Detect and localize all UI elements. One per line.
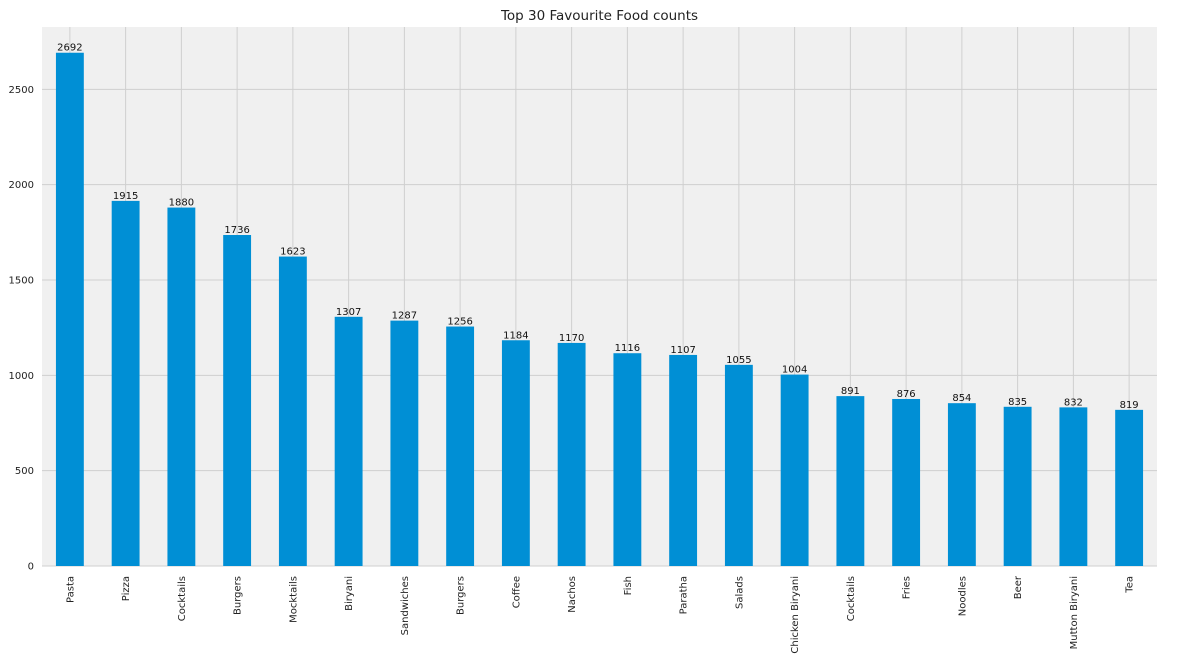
bar-value-label: 1915 <box>113 191 138 202</box>
bar <box>1059 407 1088 566</box>
bar <box>167 207 196 566</box>
bar-value-label: 1287 <box>392 311 417 322</box>
bar-value-label: 1004 <box>782 365 807 376</box>
bar <box>334 316 363 566</box>
bar-value-label: 832 <box>1064 397 1083 408</box>
bar <box>669 354 698 566</box>
bar <box>223 235 252 567</box>
y-tick-label: 2500 <box>9 85 34 96</box>
bar <box>390 320 419 566</box>
bar <box>724 364 753 566</box>
bar-value-label: 876 <box>897 389 916 400</box>
bar <box>446 326 475 566</box>
y-axis-tick-labels: 0 500 1000 1500 2000 2500 <box>9 85 34 573</box>
bar <box>278 256 307 566</box>
x-tick-label: Pizza <box>121 576 132 601</box>
x-tick-label: Biryani <box>344 576 355 611</box>
bar <box>1003 406 1032 566</box>
x-tick-label: Fries <box>902 576 913 599</box>
x-tick-label: Beer <box>1013 575 1024 599</box>
x-tick-label: Burgers <box>456 576 467 615</box>
x-tick-label: Nachos <box>567 576 578 613</box>
plot-area <box>42 27 1157 566</box>
bar-value-label: 835 <box>1008 397 1027 408</box>
bar-value-label: 1256 <box>447 317 472 328</box>
y-tick-label: 2000 <box>9 180 34 191</box>
x-tick-label: Burgers <box>233 576 244 615</box>
x-axis-tick-labels: Pasta Pizza Cocktails Burgers Mocktails Birya… <box>65 575 1135 654</box>
bar <box>111 200 140 566</box>
x-tick-label: Noodles <box>957 576 968 616</box>
bar-value-label: 1116 <box>615 343 640 354</box>
bar-value-label: 1107 <box>670 345 695 356</box>
x-tick-label: Chicken Biryani <box>790 576 801 654</box>
bar-value-label: 1307 <box>336 307 361 318</box>
x-tick-label: Pasta <box>65 576 76 603</box>
bar <box>780 374 809 566</box>
bar-value-label: 1736 <box>224 225 249 236</box>
x-tick-label: Paratha <box>679 576 690 614</box>
data-labels: 2692 1915 1880 1736 1623 1307 1287 1256 1184 1170… <box>57 43 1139 411</box>
bar <box>55 52 84 566</box>
x-tick-label: Sandwiches <box>400 576 411 635</box>
chart-title: Top 30 Favourite Food counts <box>500 8 698 24</box>
x-tick-label: Mutton Biryani <box>1069 576 1080 649</box>
y-tick-label: 1000 <box>9 371 34 382</box>
bar-value-label: 1055 <box>726 355 751 366</box>
bar-value-label: 1880 <box>169 198 194 209</box>
bar <box>613 353 642 566</box>
x-tick-label: Cocktails <box>846 576 857 621</box>
bar-value-label: 1184 <box>503 330 528 341</box>
bar <box>947 403 976 566</box>
x-tick-label: Salads <box>734 576 745 609</box>
x-tick-label: Tea <box>1125 576 1136 594</box>
y-tick-label: 500 <box>15 466 34 477</box>
x-tick-label: Coffee <box>511 576 522 608</box>
bar-value-label: 891 <box>841 386 860 397</box>
bar <box>836 396 865 566</box>
bar-value-label: 1623 <box>280 247 305 258</box>
bar <box>1115 409 1144 566</box>
bar <box>557 342 586 566</box>
x-tick-label: Fish <box>623 576 634 595</box>
bar-value-label: 854 <box>952 393 971 404</box>
x-tick-label: Mocktails <box>288 576 299 623</box>
x-tick-label: Cocktails <box>177 576 188 621</box>
bar-value-label: 819 <box>1120 400 1139 411</box>
y-tick-label: 1500 <box>9 276 34 287</box>
bar-value-label: 1170 <box>559 333 584 344</box>
bar <box>501 340 530 566</box>
bar <box>892 398 921 566</box>
bars <box>55 52 1144 567</box>
bar-value-label: 2692 <box>57 43 82 54</box>
y-tick-label: 0 <box>28 562 34 573</box>
